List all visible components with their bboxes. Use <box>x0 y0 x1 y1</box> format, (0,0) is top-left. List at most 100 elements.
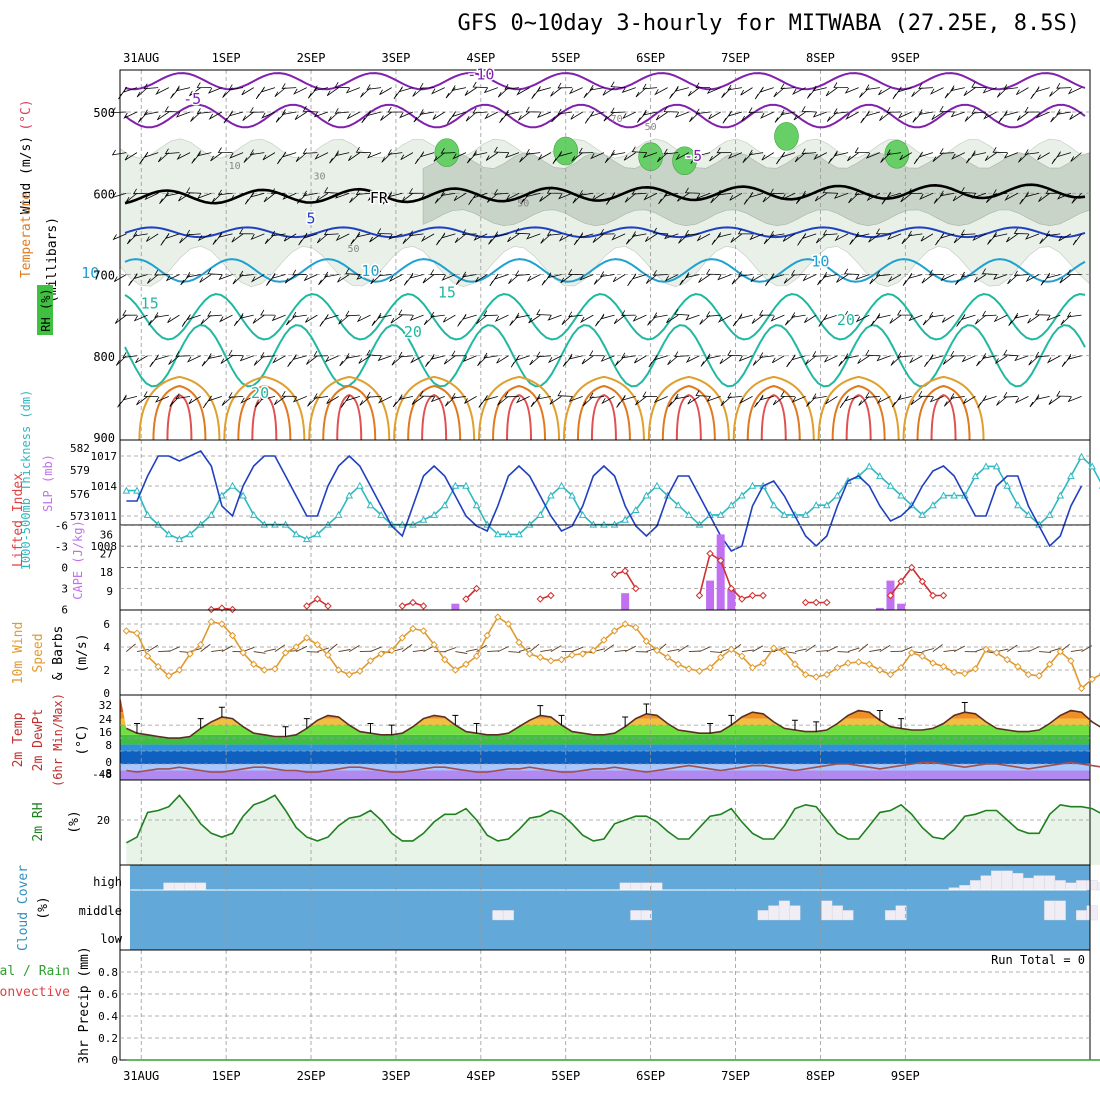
cloud-bar <box>651 882 663 891</box>
wind-barb <box>334 150 350 157</box>
wind-barb <box>643 192 658 201</box>
cloud-bar <box>959 885 971 891</box>
wind-barb <box>886 107 902 113</box>
wind-barb <box>653 396 668 403</box>
date-label-top: 5SEP <box>551 51 580 65</box>
wind-barb <box>844 87 859 94</box>
wind-barb <box>739 396 753 405</box>
wind-barb <box>679 274 690 286</box>
wind-barb <box>122 394 138 401</box>
wind-barb <box>472 150 488 156</box>
thickness-axis-label: 1000-500mb Thickness (dm) <box>19 390 33 571</box>
lifted-index-point <box>738 595 746 603</box>
wind-barb <box>876 355 891 362</box>
wind-barb <box>865 110 880 117</box>
thickness-point <box>133 486 141 494</box>
wind-barb <box>695 108 711 115</box>
wind-barb <box>825 396 838 405</box>
wind-barb <box>477 355 488 367</box>
wind-barb <box>939 190 955 197</box>
rh-area <box>126 795 1100 865</box>
wind-barb <box>356 273 371 280</box>
wind-barb <box>207 268 222 275</box>
wind-barb <box>791 312 806 318</box>
cloud-bar <box>895 905 907 921</box>
wind-speed-point <box>770 644 778 652</box>
minmax-bar <box>876 710 883 721</box>
surface-wind-barb <box>540 649 553 653</box>
cloud-background <box>130 865 1090 950</box>
wind-barb <box>599 228 615 235</box>
wind-speed-point <box>143 652 152 660</box>
thickness-point <box>462 481 470 489</box>
contour-label: -10 <box>467 66 494 84</box>
cloud-bar <box>1044 875 1056 891</box>
cloud-bar <box>1033 875 1045 891</box>
wind-speed-point <box>271 665 279 673</box>
wind-barb <box>728 152 743 160</box>
wind-barb <box>794 152 806 163</box>
wind-barb <box>366 349 382 357</box>
wind-speed-point <box>122 627 131 635</box>
wind-barb <box>381 152 392 163</box>
wind-barb <box>551 111 562 123</box>
wind-speed-point <box>218 620 226 628</box>
panel-frame <box>119 439 1091 526</box>
wind-barb <box>847 152 859 162</box>
wind-barb <box>302 190 318 197</box>
wind-speed-point <box>621 620 629 628</box>
warm-isotherm <box>576 384 631 441</box>
wind-barb <box>264 233 276 245</box>
wind-barb <box>250 274 265 283</box>
wind-barb <box>896 309 912 316</box>
cloud-bar <box>884 910 896 921</box>
lifted-index-point <box>907 563 916 572</box>
wind-barb <box>547 314 562 321</box>
thickness-point <box>716 510 725 518</box>
wind-barb <box>621 394 636 401</box>
wind-barb <box>462 271 477 278</box>
wind-barb <box>284 274 297 284</box>
wind-barb <box>546 230 562 236</box>
thickness-point <box>1088 462 1096 470</box>
wind-barb <box>222 87 233 98</box>
wind-barb <box>402 233 414 244</box>
isotherm-10 <box>124 258 1086 283</box>
wind-barb <box>546 187 562 194</box>
surface-wind-barb <box>147 644 159 652</box>
date-label-bottom: 5SEP <box>551 1069 580 1083</box>
wind-barb <box>346 111 361 120</box>
wind-barb <box>908 355 923 364</box>
wind-barb <box>677 192 690 202</box>
wind-tick: 2 <box>103 664 110 677</box>
cloud-bar <box>757 910 769 921</box>
wind-barb <box>951 152 965 160</box>
warm-isotherm <box>506 394 533 441</box>
wind-barb <box>536 309 551 316</box>
wind-barb <box>668 396 679 407</box>
thickness-point <box>897 491 905 499</box>
minmax-bar <box>452 714 459 726</box>
wind-barb <box>770 273 785 280</box>
wind-barb <box>635 396 647 406</box>
cape-bar <box>716 534 725 610</box>
cloud-bar <box>991 870 1003 891</box>
wind-speed-point <box>738 652 746 660</box>
lifted-index-point <box>313 595 322 603</box>
wind-barb <box>731 274 743 285</box>
cloud-bar <box>1022 877 1034 891</box>
cloud-bar <box>1001 870 1013 891</box>
wind-barb <box>1048 396 1061 405</box>
wind-barb <box>260 352 275 358</box>
wind-barb <box>838 355 849 367</box>
wind-barb <box>741 111 753 122</box>
cape-tick: 36 <box>100 528 113 541</box>
wind-barb <box>536 393 551 400</box>
wind-barb <box>111 107 127 114</box>
wind-barb <box>133 314 148 322</box>
wind-barb <box>960 187 976 194</box>
wind-barb <box>581 355 594 365</box>
wind-speed-point <box>186 650 194 658</box>
wind-barb <box>1013 312 1029 319</box>
wind-barb <box>326 87 339 97</box>
